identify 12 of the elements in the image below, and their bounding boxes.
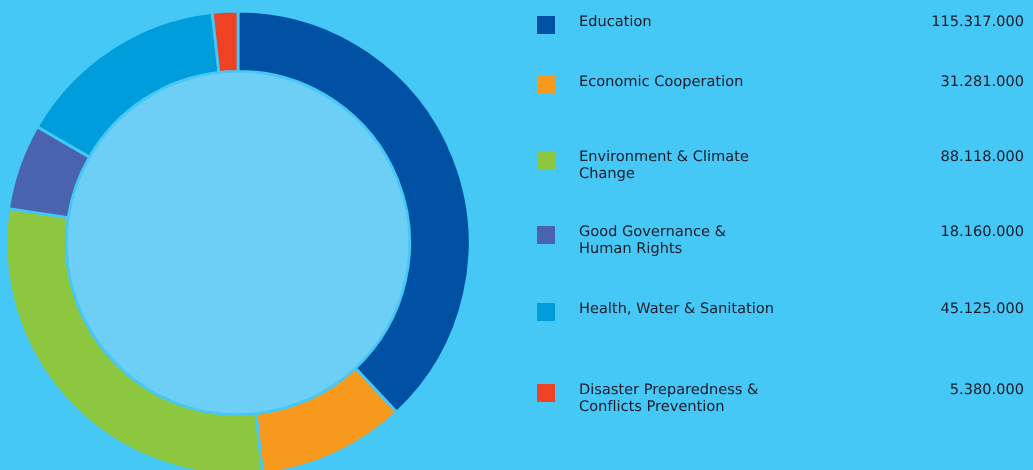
legend-label: Economic Cooperation: [580, 75, 743, 90]
data-label: 45.125.000: [941, 302, 1024, 314]
legend-label: Disaster Preparedness & Conflicts Prevention: [579, 383, 758, 412]
legend-label: Good Governance & Human Rights: [579, 225, 726, 256]
legend-label: Education: [580, 15, 651, 27]
data-label: 31.281.000: [941, 75, 1024, 87]
legend-label: Environment & Climate Change: [579, 150, 749, 181]
legend-label: Health, Water & Sanitation: [580, 302, 773, 315]
data-label: 88.118.000: [941, 150, 1024, 162]
data-label: 5.380.000: [950, 383, 1024, 395]
data-label: 115.317.000: [932, 15, 1024, 27]
data-label: 18.160.000: [942, 225, 1024, 237]
